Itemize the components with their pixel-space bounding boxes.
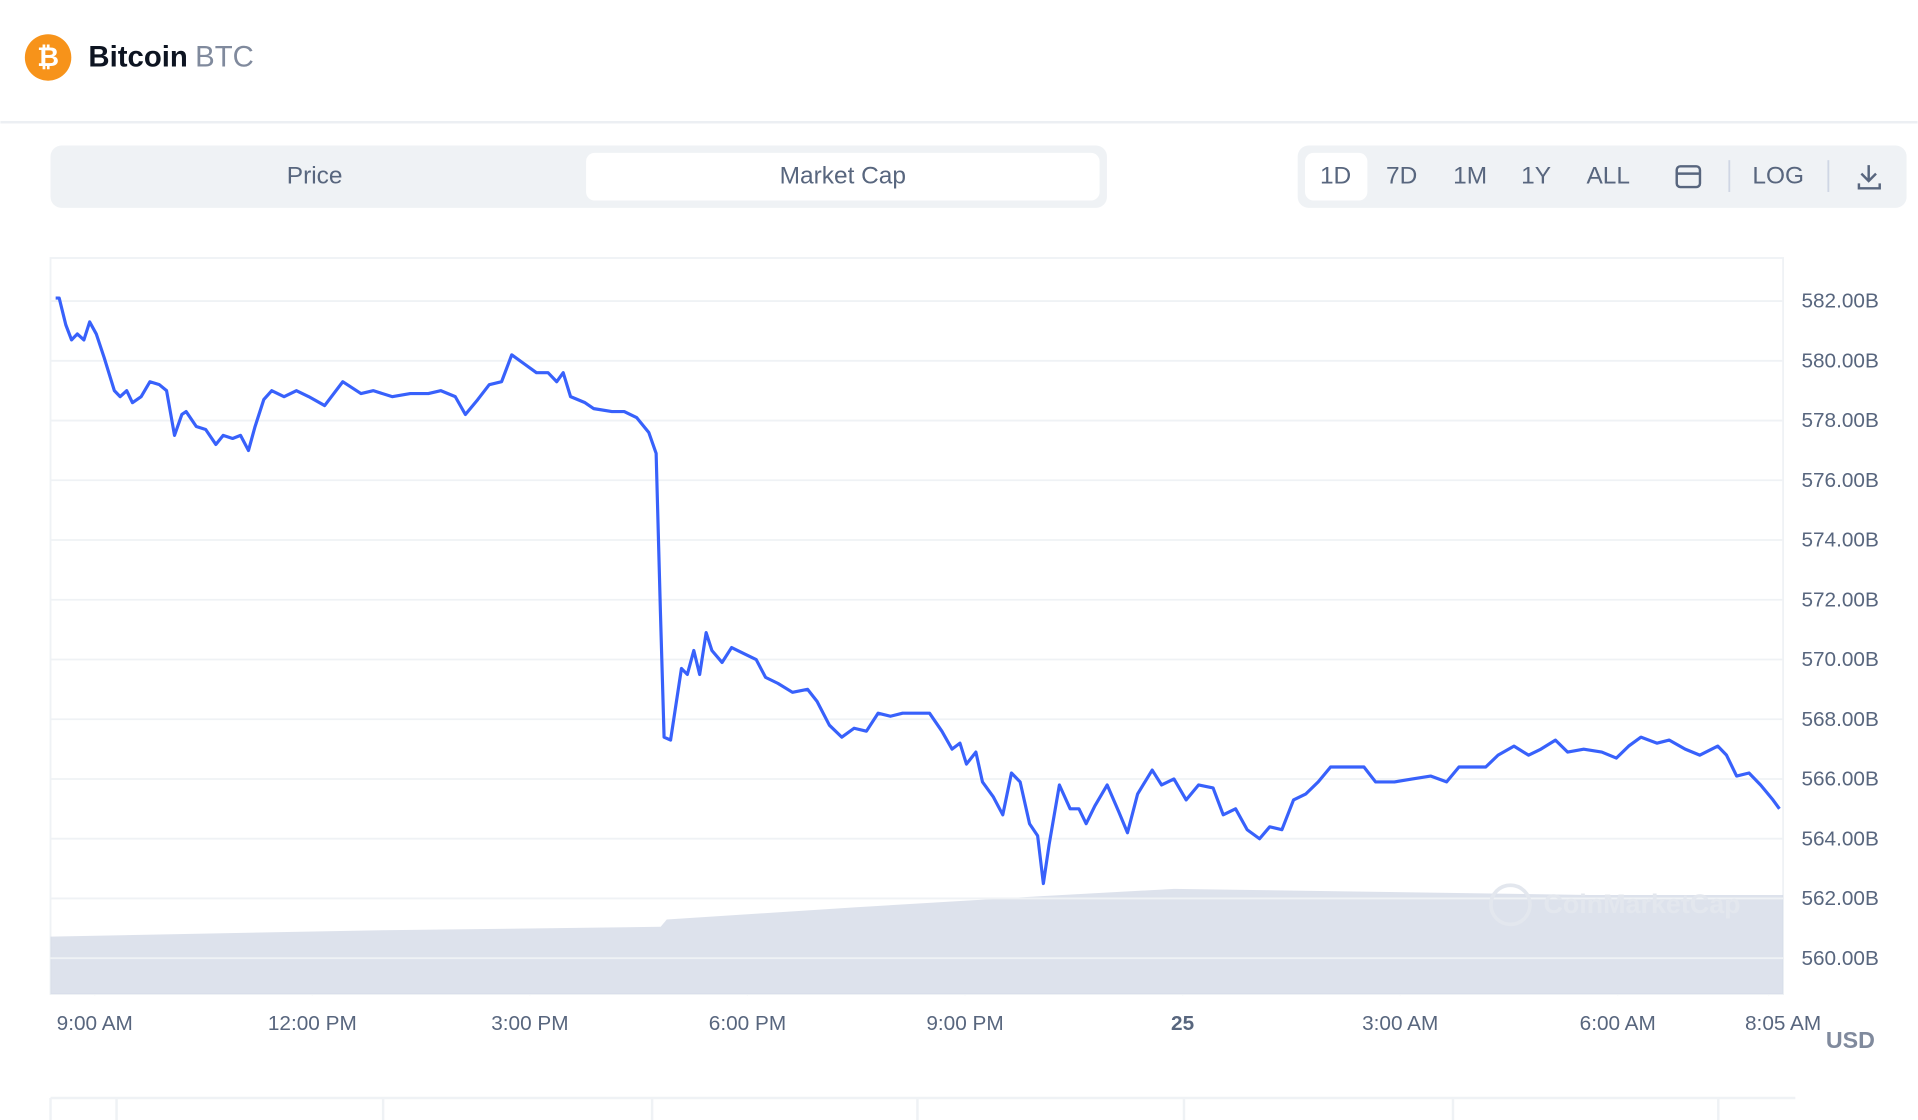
coin-name: Bitcoin xyxy=(88,40,187,73)
watermark-logo xyxy=(1489,883,1532,927)
y-tick-label: 580.00B xyxy=(1801,349,1878,372)
x-tick-label: 3:00 AM xyxy=(1362,1012,1438,1035)
plot-frame xyxy=(49,257,1785,995)
x-tick-label: 12:00 PM xyxy=(268,1012,357,1035)
x-tick-label: 9:00 AM xyxy=(57,1012,133,1035)
coin-icon xyxy=(24,34,72,81)
volume-bars xyxy=(50,888,1784,995)
range-button[interactable]: 1D xyxy=(1320,163,1351,190)
coin-title: Bitcoin BTC xyxy=(88,40,253,73)
header-bar xyxy=(0,0,1918,123)
range-bar xyxy=(1297,145,1907,208)
y-tick-label: 570.00B xyxy=(1801,648,1878,671)
calendar-button[interactable] xyxy=(1675,165,1702,189)
coin-symbol: BTC xyxy=(195,40,254,73)
range-button[interactable]: 1M xyxy=(1453,163,1487,190)
x-tick-label: 9:00 PM xyxy=(926,1012,1003,1035)
y-tick-label: 572.00B xyxy=(1801,588,1878,611)
tab-active-bg xyxy=(586,152,1100,201)
coin-icon-glyph: ₿ xyxy=(37,42,59,72)
log-button[interactable]: LOG xyxy=(1752,163,1804,190)
y-tick-label: 574.00B xyxy=(1801,529,1878,552)
x-tick-label: 8:05 AM xyxy=(1745,1012,1821,1035)
currency-label: USD xyxy=(1826,1027,1875,1053)
y-tick-label: 560.00B xyxy=(1801,947,1878,970)
y-tick-label: 576.00B xyxy=(1801,469,1878,492)
range-active-bg xyxy=(1305,152,1368,201)
x-tick-label: 25 xyxy=(1171,1012,1194,1035)
tab[interactable]: Market Cap xyxy=(780,163,906,190)
y-tick-label: 568.00B xyxy=(1801,708,1878,731)
range-button[interactable]: 7D xyxy=(1386,163,1417,190)
y-tick-label: 562.00B xyxy=(1801,887,1878,910)
download-button[interactable] xyxy=(1857,165,1881,190)
range-button[interactable]: 1Y xyxy=(1521,163,1551,190)
y-tick-label: 578.00B xyxy=(1801,409,1878,432)
y-tick-label: 564.00B xyxy=(1801,827,1878,850)
x-tick-label: 3:00 PM xyxy=(491,1012,568,1035)
tab[interactable]: Price xyxy=(287,163,343,190)
price-line xyxy=(55,296,1781,886)
download-icon xyxy=(1857,165,1881,190)
x-tick-label: 6:00 PM xyxy=(709,1012,786,1035)
y-tick-label: 582.00B xyxy=(1801,290,1878,313)
calendar-icon xyxy=(1675,165,1702,189)
x-tick-label: 6:00 AM xyxy=(1580,1012,1656,1035)
y-tick-label: 566.00B xyxy=(1801,768,1878,791)
watermark: CoinMarketCap xyxy=(1543,889,1740,919)
range-button[interactable]: ALL xyxy=(1587,163,1630,190)
